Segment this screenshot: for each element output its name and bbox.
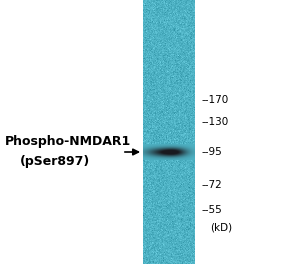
Text: Phospho-NMDAR1: Phospho-NMDAR1 bbox=[5, 135, 131, 148]
Bar bbox=[143, 0, 195, 264]
Text: --72: --72 bbox=[202, 180, 223, 190]
Text: --170: --170 bbox=[202, 95, 229, 105]
Text: --95: --95 bbox=[202, 147, 223, 157]
Text: --130: --130 bbox=[202, 117, 229, 127]
Text: (kD): (kD) bbox=[210, 223, 232, 233]
Text: (pSer897): (pSer897) bbox=[20, 155, 90, 168]
Text: --55: --55 bbox=[202, 205, 223, 215]
